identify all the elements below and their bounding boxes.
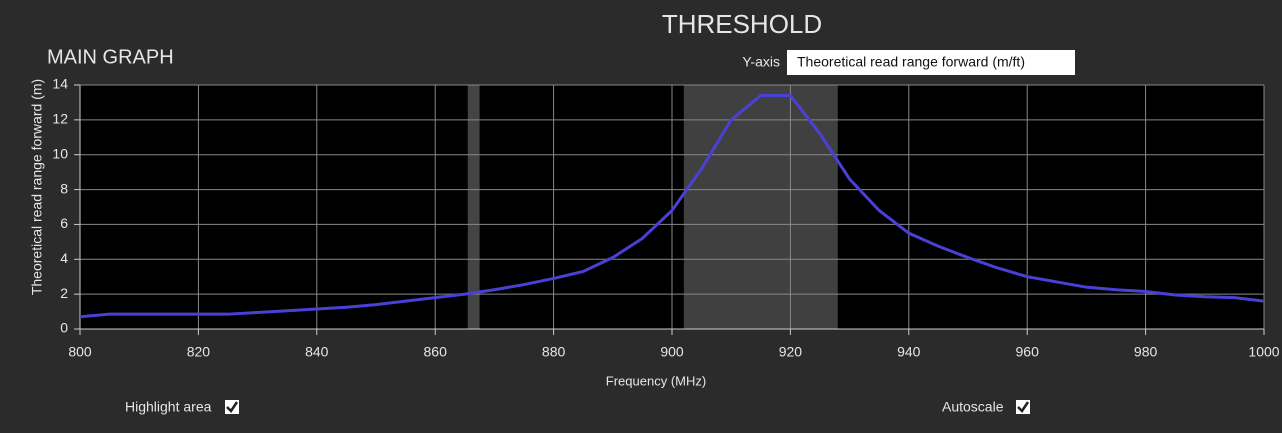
highlight-area-label: Highlight area [125,399,212,415]
y-tick-label: 2 [60,285,68,301]
y-tick-label: 14 [52,76,68,92]
highlight-band [683,85,838,329]
x-tick-label: 920 [779,344,803,360]
x-tick-label: 820 [187,344,211,360]
x-axis-title: Frequency (MHz) [606,373,706,388]
x-tick-label: 880 [542,344,566,360]
x-tick-label: 960 [1016,344,1040,360]
y-axis-label: Y-axis [742,54,780,70]
x-tick-label: 940 [897,344,921,360]
y-tick-label: 4 [60,250,68,266]
y-tick-label: 8 [60,180,68,196]
y-axis-title: Theoretical read range forward (m) [29,79,45,295]
x-tick-label: 1000 [1248,344,1279,360]
x-tick-label: 840 [305,344,329,360]
title: THRESHOLD [662,9,822,39]
y-tick-label: 12 [52,111,68,127]
y-axis-dropdown[interactable] [787,50,1075,75]
y-tick-label: 6 [60,215,68,231]
y-tick-label: 0 [60,320,68,336]
y-axis-selection[interactable]: Theoretical read range forward (m/ft) [797,54,1025,70]
check-mark [1017,401,1030,413]
x-tick-label: 900 [660,344,684,360]
check-mark [226,401,239,413]
y-tick-label: 10 [52,145,68,161]
x-tick-label: 980 [1134,344,1158,360]
autoscale-label: Autoscale [942,399,1004,415]
data-line [80,93,1264,319]
section-title: MAIN GRAPH [47,46,174,68]
highlight-band [467,85,480,329]
x-tick-label: 800 [68,344,92,360]
x-tick-label: 860 [424,344,448,360]
